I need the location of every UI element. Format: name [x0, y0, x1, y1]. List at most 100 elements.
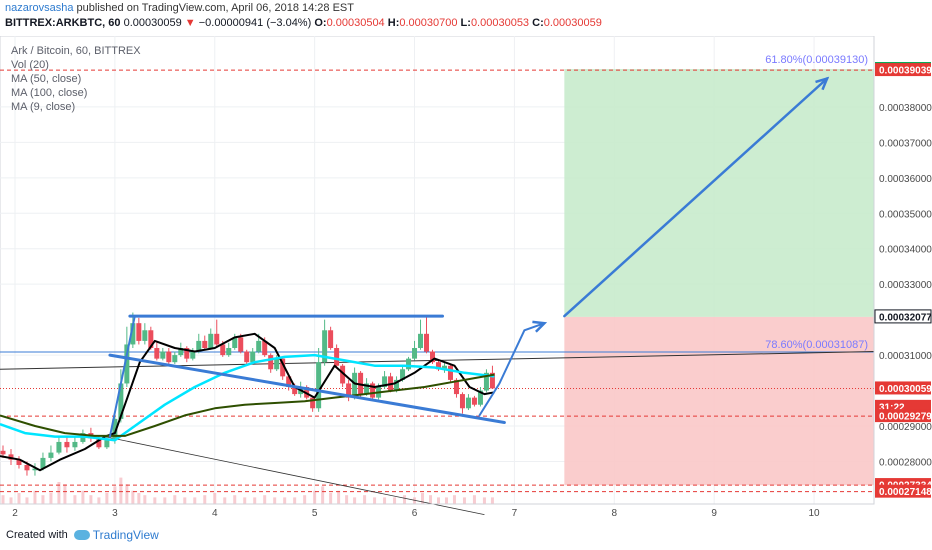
candle-body [136, 323, 142, 341]
candle-body [483, 372, 489, 391]
price-axis-tick: 0.00029000 [879, 422, 932, 433]
candle-body [178, 348, 184, 356]
ma-line [0, 353, 495, 442]
volume-bar [273, 497, 277, 504]
time-axis-tick: 5 [312, 508, 318, 518]
volume-bar [131, 490, 135, 504]
volume-bar [1, 495, 5, 504]
price-label-text: 0.00029279 [879, 412, 932, 423]
volume-bar [213, 493, 217, 504]
author-link[interactable]: nazarovsasha [5, 2, 74, 14]
price-axis-label: 0.00027148 [875, 484, 932, 498]
volume-bar [253, 497, 257, 504]
high-value: 0.00030700 [399, 17, 458, 29]
candle-body [96, 438, 102, 448]
candle-body [382, 376, 388, 387]
volume-bar [429, 495, 433, 504]
volume-bar [125, 484, 129, 504]
price-chart[interactable]: 61.80%(0.00039130) 78.60%(0.00031087) 0.00… [0, 36, 932, 518]
candle-body [118, 383, 124, 419]
candle-body [72, 441, 78, 448]
volume-bar [9, 497, 13, 504]
candle-body [142, 330, 148, 341]
legend-item-ma100[interactable]: MA (100, close) [11, 87, 88, 99]
volume-bar [81, 490, 85, 504]
price-label-bg [874, 309, 932, 324]
price-label-text: 0.00039039 [879, 66, 932, 77]
close-value: 0.00030059 [543, 17, 602, 29]
volume-bar [49, 493, 53, 504]
volume-bar [383, 497, 387, 504]
candle-body [465, 397, 471, 409]
volume-bar [183, 497, 187, 504]
volume-bar [353, 497, 357, 504]
volume-bar [462, 497, 466, 504]
volume-bar [444, 497, 448, 504]
candle-body [268, 355, 274, 370]
legend-item-vol[interactable]: Vol (20) [11, 59, 49, 71]
candle-body [424, 333, 430, 352]
volume-bar [263, 495, 267, 504]
volume-bar [137, 493, 141, 504]
candle-body [274, 358, 280, 370]
candle-body [453, 379, 459, 395]
channel-bottom-line [108, 353, 506, 424]
candle-body [104, 440, 110, 448]
legend-item-ma50[interactable]: MA (50, close) [11, 73, 82, 85]
volume-bar [403, 495, 407, 504]
candle-body [56, 441, 62, 453]
volume-bar [73, 495, 77, 504]
candle-body [352, 372, 358, 398]
candle-body [459, 394, 465, 409]
candle-body [202, 340, 208, 348]
price-axis-tick: 0.00037000 [879, 138, 932, 149]
time-axis-tick: 4 [212, 508, 218, 518]
legend-item-ma9[interactable]: MA (9, close) [11, 101, 76, 113]
candle-body [238, 337, 244, 352]
volume-bar [329, 493, 333, 504]
descending-line [104, 436, 485, 516]
price-change: −0.00000941 (−3.04%) [198, 17, 312, 29]
volume-bar [113, 486, 117, 504]
volume-bar [223, 497, 227, 504]
candle-body [346, 383, 352, 398]
price-axis-tick: 0.00028000 [879, 457, 932, 468]
candle-body [48, 452, 54, 458]
candle-body [400, 369, 406, 380]
volume-bar [57, 482, 61, 504]
candle-body [172, 355, 178, 363]
candle-body [184, 348, 190, 359]
price-label-text: 0.00027148 [879, 487, 932, 498]
candle-body [286, 376, 292, 387]
price-axis-tick: 0.00038000 [879, 103, 932, 114]
volume-bar [413, 497, 417, 504]
target-arrow-head-icon [532, 320, 548, 333]
candle-body [262, 340, 268, 356]
candle-body [322, 330, 328, 363]
volume-bar [393, 497, 397, 504]
candle-body [477, 390, 483, 405]
candle-body [310, 397, 316, 409]
candle-body [24, 465, 30, 471]
price-label-bg [875, 484, 931, 498]
candle-body [256, 340, 262, 352]
price-axis-label: 0.00030059 [875, 381, 932, 395]
chart-legend: Ark / Bitcoin, 60, BITTREX Vol (20) MA (… [11, 44, 141, 114]
volume-bar [203, 495, 207, 504]
volume-bar [337, 490, 341, 504]
candle-body [214, 333, 220, 345]
volume-bar [25, 497, 29, 504]
volume-bar [345, 495, 349, 504]
candle-body [160, 351, 166, 359]
price-axis-label: 0.00039039 [875, 63, 932, 77]
price-axis-tick: 0.00035000 [879, 209, 932, 220]
candle-body [166, 351, 172, 363]
footer: Created with TradingView [6, 528, 159, 542]
candle-body [430, 351, 436, 363]
price-axis-label: 0.00032077 [874, 309, 932, 324]
candle-body [328, 330, 334, 348]
volume-bar [490, 497, 494, 504]
candle-body [226, 348, 232, 356]
tradingview-link[interactable]: TradingView [73, 528, 159, 542]
volume-bar [193, 497, 197, 504]
